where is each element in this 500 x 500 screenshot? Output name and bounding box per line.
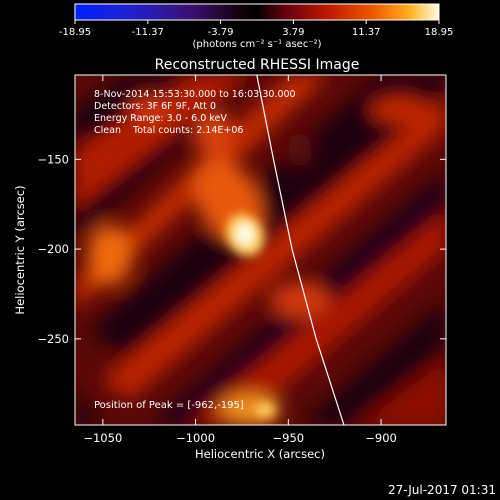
- x-tick-label: −950: [273, 431, 305, 445]
- colorbar-tick-label: 3.79: [282, 27, 304, 38]
- x-tick-label: −1000: [176, 431, 215, 445]
- annotation-counts: Clean Total counts: 2.14E+06: [94, 125, 243, 136]
- chart-title: Reconstructed RHESSI Image: [155, 57, 360, 73]
- peak-position-label: Position of Peak = [-962,-195]: [94, 400, 244, 411]
- annotation-time: 8-Nov-2014 15:53:30.000 to 16:03:30.000: [94, 89, 296, 100]
- y-tick-label: −200: [37, 242, 69, 256]
- colorbar-tick-label: 18.95: [425, 27, 454, 38]
- colorbar-tick-label: -18.95: [59, 27, 91, 38]
- plot-frame: [74, 74, 447, 426]
- annotation-energy: Energy Range: 3.0 - 6.0 keV: [94, 113, 227, 124]
- solar-limb-curve: [256, 75, 345, 425]
- colorbar-tick-label: -3.79: [208, 27, 234, 38]
- x-tick-label: −1050: [83, 431, 122, 445]
- y-tick-label: −250: [37, 332, 69, 346]
- x-tick-label: −900: [365, 431, 397, 445]
- colorbar-units: (photons cm⁻² s⁻¹ asec⁻²): [192, 39, 321, 50]
- colorbar-tick-label: -11.37: [132, 27, 164, 38]
- colorbar: [74, 3, 440, 21]
- y-axis-ticks: −150 −200 −250: [37, 152, 446, 346]
- y-axis-label: Heliocentric Y (arcsec): [13, 185, 27, 314]
- heatmap-image: [75, 75, 446, 425]
- colorbar-tick-label: 11.37: [352, 27, 381, 38]
- annotation-detectors: Detectors: 3F 6F 9F, Att 0: [94, 101, 216, 112]
- footer-timestamp: 27-Jul-2017 01:31: [388, 483, 496, 497]
- colorbar-ticks: -18.95 -11.37 -3.79 3.79 11.37 18.95: [59, 20, 453, 38]
- x-axis-ticks: −1050 −1000 −950 −900: [83, 75, 397, 445]
- x-axis-label: Heliocentric X (arcsec): [195, 447, 325, 461]
- y-tick-label: −150: [37, 152, 69, 166]
